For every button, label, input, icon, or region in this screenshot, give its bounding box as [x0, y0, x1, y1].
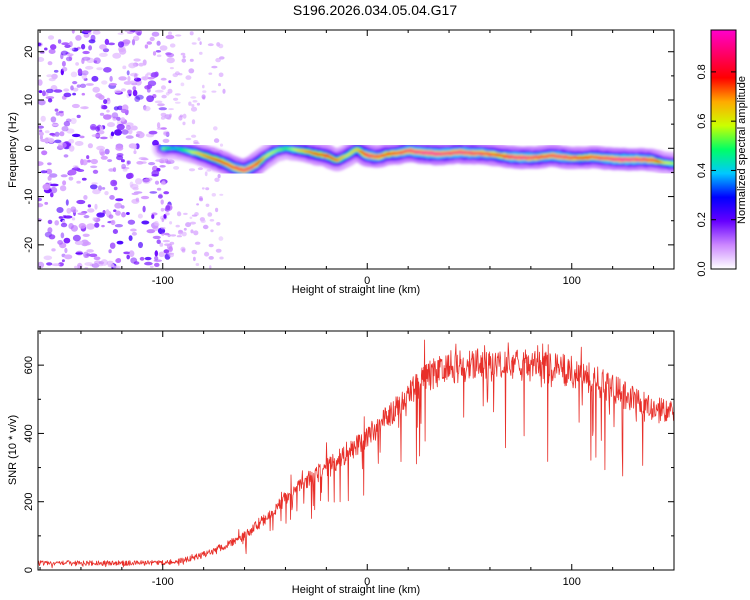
y-tick-label: 20: [23, 46, 35, 58]
snr-frame: [37, 330, 675, 571]
snr-xlabel: Height of straight line (km): [292, 584, 420, 596]
y-tick-label: -10: [23, 189, 35, 205]
y-tick-label: 0: [23, 567, 35, 573]
spectrogram-ylabel: Frequency (Hz): [7, 112, 19, 188]
spectrogram-xlabel: Height of straight line (km): [292, 284, 420, 296]
y-tick-label: -20: [23, 237, 35, 253]
y-tick-label: 600: [23, 356, 35, 374]
x-tick-label: 100: [563, 275, 581, 287]
x-tick-label: 0: [364, 275, 370, 287]
snr-ticks: -100 0 100 0 200 400 600: [23, 330, 674, 588]
snr-panel: -100 0 100 0 200 400 600 Height of straight li…: [7, 330, 675, 596]
snr-ylabel: SNR (10 * v/v): [7, 415, 19, 485]
colorbar-ticks: 0.0 0.2 0.4 0.6 0.8: [696, 64, 736, 277]
colorbar-tick-label: 0.2: [696, 212, 708, 227]
spectrogram-noise: [38, 30, 226, 269]
x-tick-label: 100: [563, 576, 581, 588]
snr-series-line: [38, 339, 674, 569]
colorbar-tick-label: 0.4: [696, 163, 708, 178]
colorbar: 0.0 0.2 0.4 0.6 0.8 Normalized spectral ampl…: [696, 29, 748, 277]
y-tick-label: 10: [23, 94, 35, 106]
y-tick-label: 200: [23, 493, 35, 511]
colorbar-gradient: [710, 29, 737, 270]
spectrogram-track: [151, 136, 674, 182]
colorbar-tick-label: 0.6: [696, 114, 708, 129]
x-tick-label: 0: [364, 576, 370, 588]
spectrogram-frame: [37, 29, 675, 270]
x-tick-label: -100: [152, 275, 174, 287]
colorbar-label: Normalized spectral amplitude: [736, 76, 748, 224]
figure-title: S196.2026.034.05.04.G17: [293, 2, 457, 18]
y-tick-label: 0: [23, 145, 35, 151]
colorbar-tick-label: 0.0: [696, 261, 708, 276]
y-tick-label: 400: [23, 424, 35, 442]
x-tick-label: -100: [152, 576, 174, 588]
colorbar-tick-label: 0.8: [696, 64, 708, 79]
